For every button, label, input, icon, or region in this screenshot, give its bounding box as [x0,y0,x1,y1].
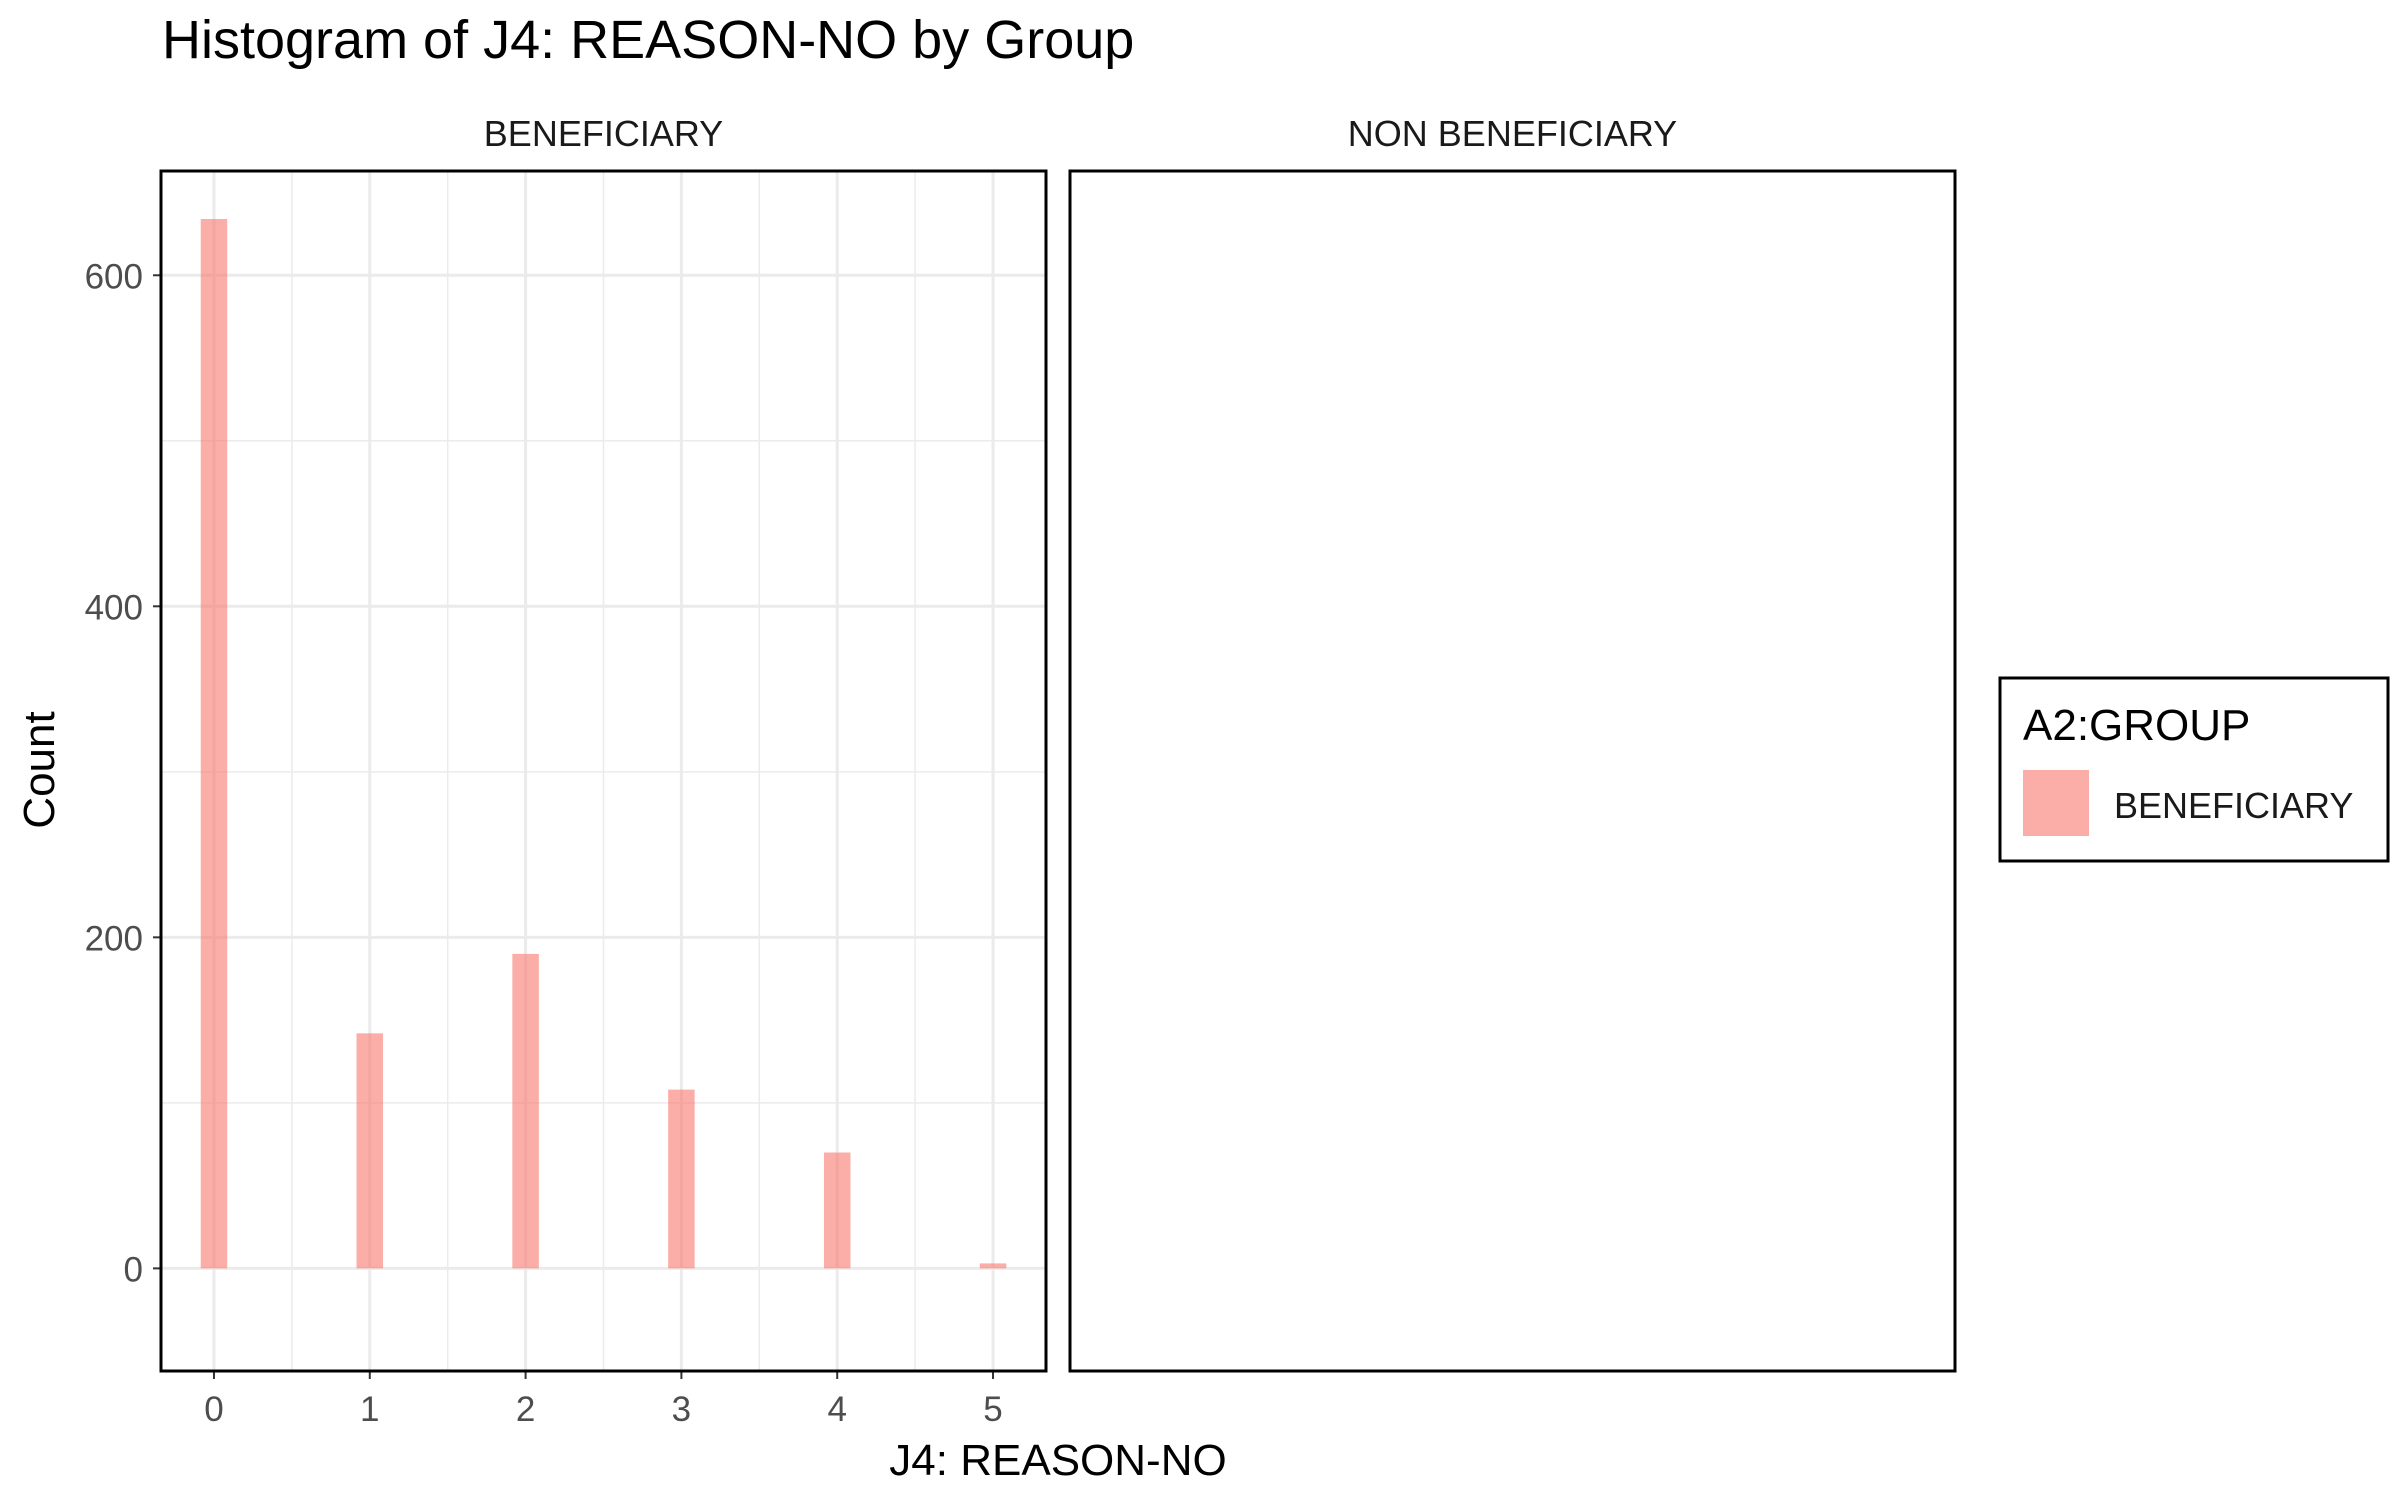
y-axis-label: Count [15,711,64,828]
y-tick-label-600: 600 [85,257,143,296]
y-tick-label-200: 200 [85,919,143,958]
y-tick-label-0: 0 [124,1250,143,1289]
chart-title: Histogram of J4: REASON-NO by Group [162,10,1134,70]
y-axis-ticks: 0 200 400 600 [85,257,161,1289]
bar-beneficiary-x2 [512,953,539,1269]
facet-strip-label-non-beneficiary: NON BENEFICIARY [1348,113,1677,154]
x-axis-ticks: 0 1 2 3 4 5 [204,1371,1003,1429]
panel-border-beneficiary [159,169,1048,1373]
bar-beneficiary-x3 [668,1089,695,1269]
x-tick-label-0: 0 [204,1390,223,1429]
x-tick-label-1: 1 [360,1390,379,1429]
x-tick-label-5: 5 [983,1390,1002,1429]
x-axis-label: J4: REASON-NO [889,1436,1226,1485]
y-tick-label-400: 400 [85,588,143,627]
x-tick-label-2: 2 [516,1390,535,1429]
x-tick-label-3: 3 [672,1390,691,1429]
facet-panels: BENEFICIARY 0 200 400 600 0 1 2 3 4 5 NON BENEFICIA… [85,113,1957,1429]
panel-border-non-beneficiary [1068,169,1957,1373]
x-tick-label-4: 4 [827,1390,846,1429]
legend-title: A2:GROUP [2023,701,2250,750]
facet-strip-label-beneficiary: BENEFICIARY [484,113,723,154]
legend-label-beneficiary: BENEFICIARY [2114,785,2353,826]
facet-panel-beneficiary: BENEFICIARY 0 200 400 600 0 1 2 3 4 5 [85,113,1048,1429]
bar-beneficiary-x0 [200,219,228,1269]
bar-beneficiary-x5 [979,1263,1007,1269]
bars [200,219,1007,1269]
facet-panel-non-beneficiary: NON BENEFICIARY [1068,113,1957,1373]
bar-beneficiary-x4 [823,1152,851,1269]
gridlines [161,171,1046,1371]
legend-key-beneficiary [2023,770,2089,836]
bar-beneficiary-x1 [356,1033,384,1269]
legend: A2:GROUP BENEFICIARY [1998,676,2390,863]
